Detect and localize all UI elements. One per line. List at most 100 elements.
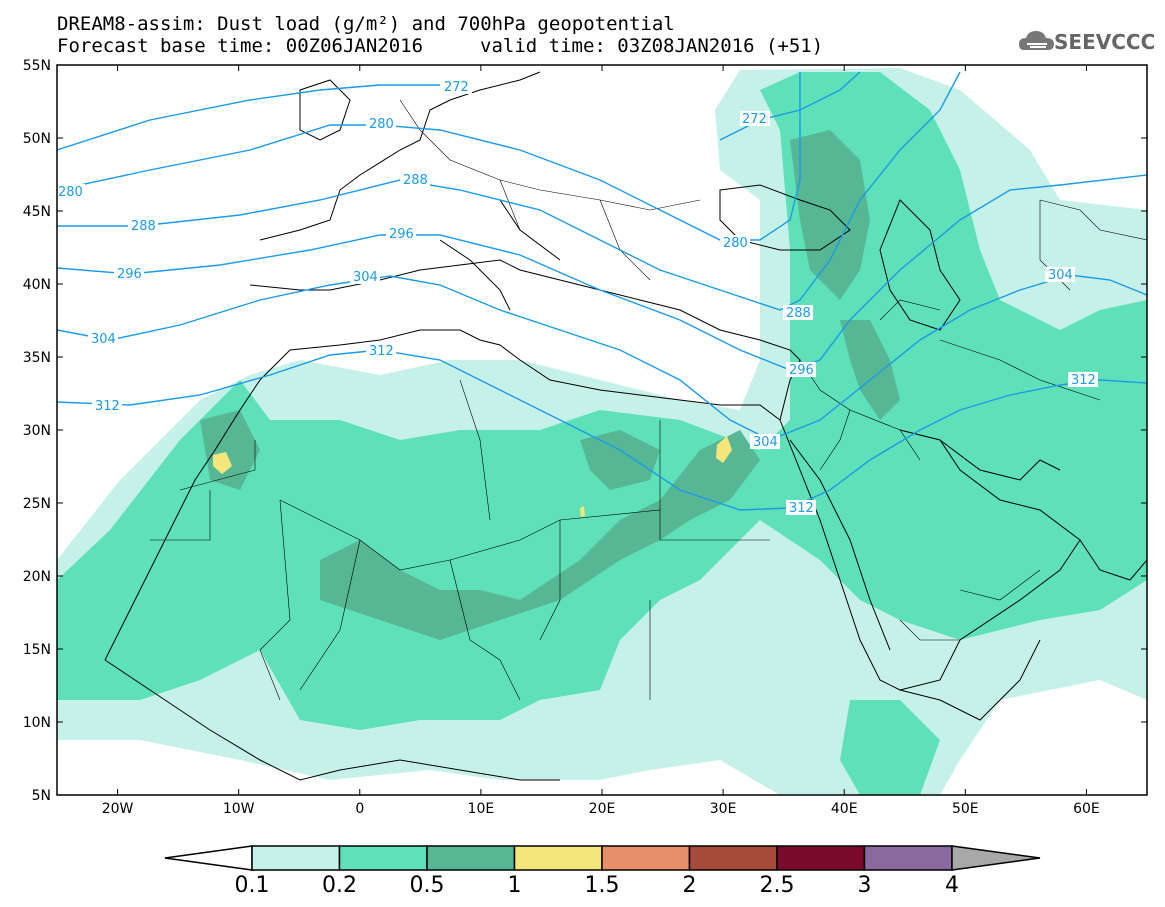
lon-tick-label: 0 [355,801,364,817]
lon-tick-label: 60E [1073,801,1100,817]
lon-tick-label: 40E [831,801,858,817]
border-lines-8 [899,569,1041,641]
geopotential-contours [57,71,1147,511]
colorbar-label: 0.1 [235,873,270,898]
contour-label: 280 [369,117,394,132]
border-lines-1 [279,499,770,571]
contour-label: 304 [353,270,378,285]
colorbar-box [513,845,603,871]
contour-label: 304 [753,435,778,450]
dust-zone-dark-5 [200,410,260,490]
contour-288 [57,71,961,311]
lon-tick-label: 10E [468,801,495,817]
logo-text: SEEVCCC [1054,30,1156,54]
coast-black-sea [719,184,851,251]
dust-zone-yellow-3 [580,506,585,517]
contour-label: 272 [444,80,469,95]
colorbar-label: 1 [508,873,522,898]
axis-ticks [57,64,1147,796]
coast-caspian [879,199,961,331]
contour-label: 280 [58,185,83,200]
valid-time: valid time: 03Z08JAN2016 (+51) [480,35,824,57]
lat-tick-label: 55N [23,58,51,74]
base-time: Forecast base time: 00Z06JAN2016 [57,35,424,57]
dust-zone-yellow-2 [716,436,732,463]
coastlines [104,71,1147,781]
coast-british-isles [299,79,351,141]
dust-zone-dark-2 [580,430,660,490]
colorbar-box [426,845,516,871]
colorbar: 0.1 0.2 0.5 1 1.5 2 2.5 3 4 [164,845,1041,898]
lon-tick-label: 20E [589,801,616,817]
coast-persian-gulf [939,439,1061,481]
contour-label: 272 [742,112,767,127]
contour-label: 288 [403,173,428,188]
coast-gulf-guinea [104,659,560,781]
colorbar-box [251,845,341,871]
border-lines-3 [459,379,661,700]
border-lines-4 [150,440,256,541]
contour-labels: 272 272 280 280 280 288 288 288 296 296 … [55,79,1098,516]
lat-labels: 55N 50N 45N 40N 35N 30N 25N 20N 15N 10N 5N [23,58,51,804]
coast-italy [439,199,561,311]
coast-red-sea [779,419,941,701]
chart-title: DREAM8-assim: Dust load (g/m²) and 700hP… [57,13,675,35]
coast-africa-west [104,329,781,661]
border-lines-5 [799,359,921,471]
lat-tick-label: 25N [23,496,51,512]
contour-label: 304 [1048,268,1073,283]
contour-label: 288 [786,306,811,321]
border-lines-2 [259,499,521,701]
dust-zone-yellow-1 [213,452,232,474]
colorbar-box [601,845,691,871]
lon-labels: 20W 10W 0 10E 20E 30E 40E 50E 60E [102,801,1100,817]
lon-tick-label: 20W [102,801,134,817]
contour-296 [57,174,1147,371]
contour-label: 288 [131,219,156,234]
dust-zone-medium-east [840,700,940,795]
contour-280 [57,72,801,241]
cloud-icon [1019,31,1054,50]
coast-horn-africa [939,639,1041,721]
colorbar-box [776,845,866,871]
lat-tick-label: 35N [23,350,51,366]
coast-europe [259,71,541,241]
contour-label: 296 [789,363,814,378]
dust-field [57,68,1147,795]
lat-tick-label: 20N [23,569,51,585]
colorbar-labels: 0.1 0.2 0.5 1 1.5 2 2.5 3 4 [235,873,960,898]
contour-label: 296 [389,227,414,242]
contour-label: 304 [91,332,116,347]
colorbar-box [863,845,953,871]
contour-304 [57,274,1147,441]
contour-label: 312 [95,399,120,414]
colorbar-boxes [251,845,953,871]
lon-tick-label: 30E [710,801,737,817]
colorbar-label: 3 [858,873,872,898]
colorbar-box [688,845,778,871]
colorbar-label: 4 [945,873,959,898]
colorbar-high-arrow [951,845,1041,871]
lat-tick-label: 10N [23,715,51,731]
contour-label: 280 [723,236,748,251]
colorbar-box [338,845,428,871]
colorbar-label: 0.5 [410,873,445,898]
contour-label: 312 [789,501,814,516]
dust-zone-dark [320,430,760,640]
colorbar-label: 0.2 [322,873,357,898]
contour-312 [57,349,1147,511]
dust-zone-dark-3 [790,130,870,300]
lat-tick-label: 50N [23,131,51,147]
lat-tick-label: 45N [23,204,51,220]
colorbar-label: 2 [683,873,697,898]
contour-label: 312 [369,344,394,359]
colorbar-label: 2.5 [760,873,795,898]
borders [150,99,1147,701]
border-lines-6 [879,299,1101,401]
contour-label: 312 [1071,373,1096,388]
lon-tick-label: 50E [952,801,979,817]
lat-tick-label: 5N [32,788,51,804]
lat-tick-label: 15N [23,642,51,658]
lat-tick-label: 30N [23,423,51,439]
